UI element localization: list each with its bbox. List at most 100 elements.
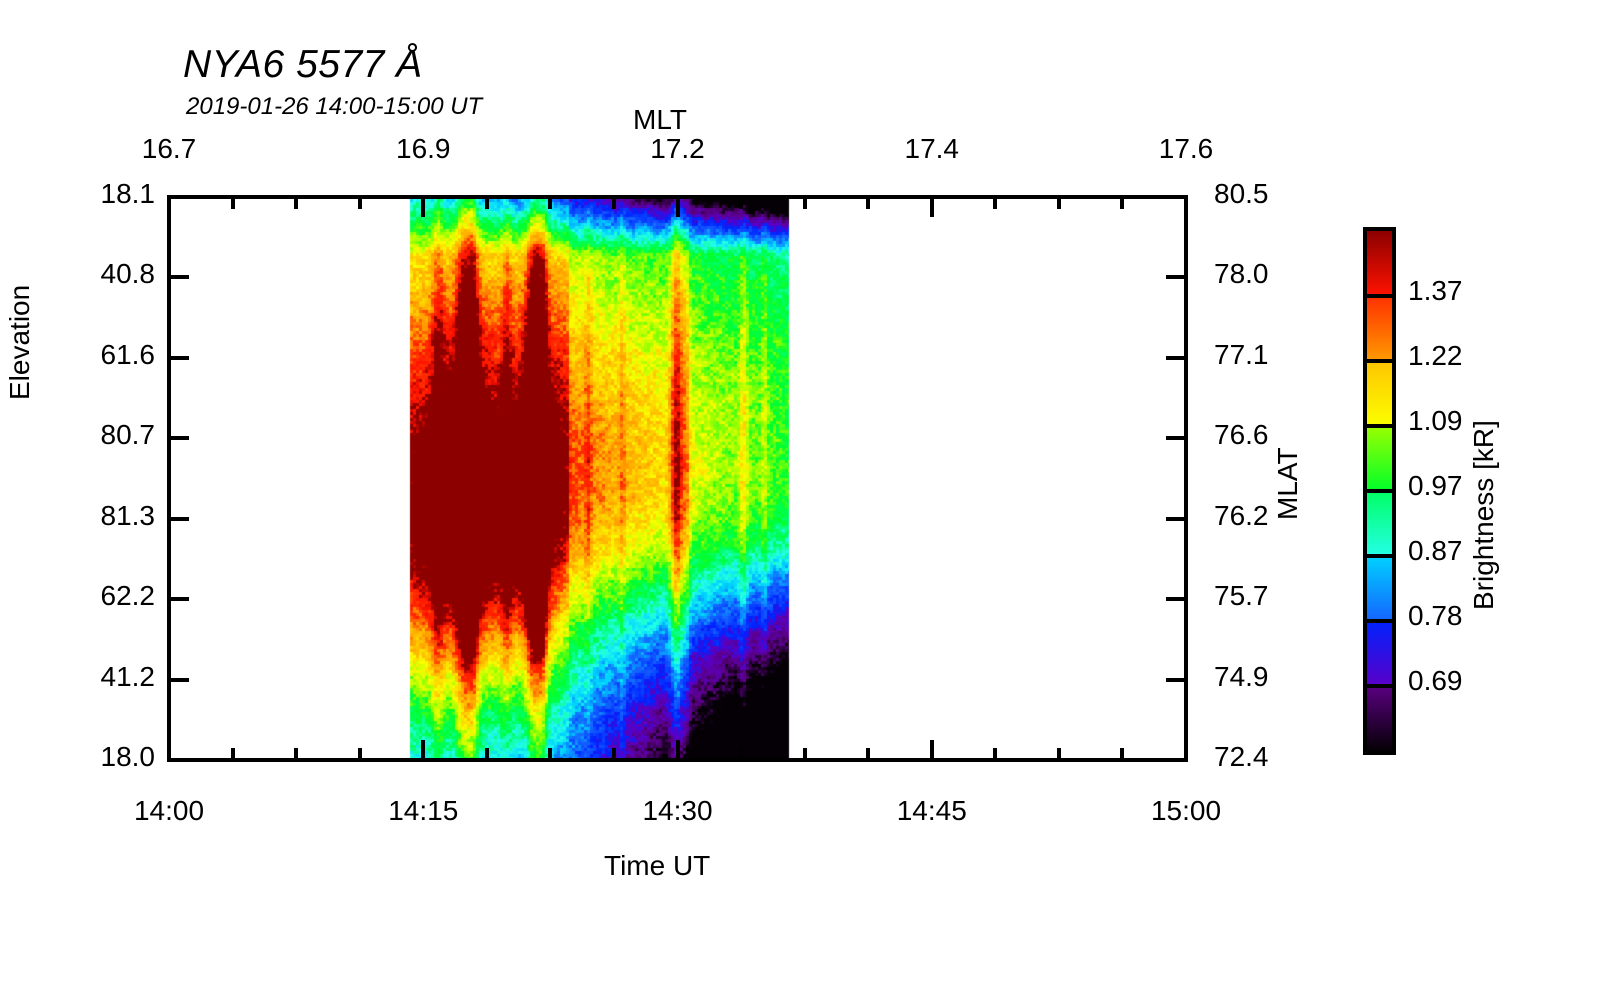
bottom-major-tick — [167, 740, 171, 758]
colorbar-divider — [1363, 424, 1396, 428]
right-major-tick — [1166, 516, 1184, 521]
colorbar-tick-label: 1.09 — [1408, 405, 1463, 436]
colorbar-segment — [1367, 426, 1392, 491]
colorbar-divider — [1363, 359, 1396, 363]
colorbar-divider — [1363, 554, 1396, 558]
colorbar-tick-label: 1.22 — [1408, 340, 1463, 371]
bottom-minor-tick — [739, 748, 744, 758]
colorbar-segment — [1367, 686, 1392, 751]
bottom-minor-tick — [993, 748, 998, 758]
top-minor-tick — [484, 199, 489, 209]
colorbar-tick-label: 0.78 — [1408, 600, 1463, 631]
bottom-tick-label: 14:15 — [388, 795, 459, 826]
colorbar-segment — [1367, 491, 1392, 556]
top-tick-label: 16.7 — [141, 133, 197, 164]
colorbar-tick-label: 0.87 — [1408, 535, 1463, 566]
top-tick-label: 17.2 — [650, 133, 705, 164]
bottom-tick-label: 15:00 — [1150, 795, 1222, 826]
right-tick-label: 80.5 — [1214, 178, 1269, 209]
page-title: NYA6 5577 Å — [183, 43, 423, 86]
bottom-minor-tick — [1120, 748, 1125, 758]
left-major-tick — [171, 436, 189, 441]
top-axis-title: MLT — [633, 104, 687, 135]
right-tick-label: 72.4 — [1214, 741, 1269, 772]
bottom-minor-tick — [294, 748, 299, 758]
bottom-minor-tick — [484, 748, 489, 758]
right-tick-label: 76.6 — [1214, 419, 1269, 451]
colorbar-divider — [1363, 489, 1396, 493]
right-major-tick — [1166, 597, 1184, 602]
bottom-tick-label: 14:30 — [642, 795, 713, 826]
colorbar-title: Brightness [kR] — [1468, 420, 1499, 610]
x-axis-title: Time UT — [604, 850, 711, 881]
bottom-minor-tick — [357, 748, 362, 758]
right-major-tick — [1166, 436, 1184, 441]
bottom-major-tick — [421, 740, 426, 758]
right-tick-label: 76.2 — [1214, 499, 1269, 531]
colorbar-tick-label: 0.69 — [1408, 665, 1463, 696]
top-minor-tick — [866, 199, 871, 209]
top-major-tick — [167, 199, 171, 217]
top-minor-tick — [1056, 199, 1061, 209]
right-major-tick — [1166, 758, 1184, 762]
colorbar-divider — [1363, 684, 1396, 688]
top-minor-tick — [294, 199, 299, 209]
top-minor-tick — [230, 199, 235, 209]
right-tick-label: 75.7 — [1214, 580, 1269, 612]
left-major-tick — [171, 516, 189, 521]
left-tick-label: 40.8 — [100, 258, 156, 290]
left-major-tick — [171, 677, 189, 682]
bottom-major-tick — [1184, 740, 1188, 758]
top-minor-tick — [548, 199, 553, 209]
bottom-tick-label: 14:45 — [896, 795, 967, 826]
left-tick-label: 80.7 — [100, 419, 156, 451]
left-major-tick — [171, 355, 189, 360]
top-tick-label: 17.4 — [904, 133, 960, 164]
top-major-tick — [1184, 199, 1188, 217]
left-tick-label: 62.2 — [100, 580, 156, 612]
left-major-tick — [171, 275, 189, 280]
right-tick-label: 74.9 — [1214, 660, 1269, 692]
bottom-tick-label: 14:00 — [133, 795, 205, 826]
colorbar-segment — [1367, 556, 1392, 621]
right-tick-label: 78.0 — [1214, 258, 1269, 290]
right-major-tick — [1166, 195, 1184, 199]
bottom-major-tick — [929, 740, 934, 758]
colorbar-divider — [1363, 619, 1396, 623]
left-major-tick — [171, 195, 189, 199]
top-minor-tick — [357, 199, 362, 209]
colorbar-segment — [1367, 231, 1392, 296]
top-major-tick — [929, 199, 934, 217]
left-tick-label: 41.2 — [100, 660, 156, 692]
colorbar-divider — [1363, 294, 1396, 298]
plot-area — [167, 195, 1188, 762]
top-tick-label: 17.6 — [1158, 133, 1214, 164]
colorbar-tick-label: 0.97 — [1408, 470, 1463, 501]
left-tick-label: 81.3 — [100, 499, 156, 531]
left-tick-label: 18.0 — [100, 741, 156, 772]
bottom-minor-tick — [866, 748, 871, 758]
top-minor-tick — [611, 199, 616, 209]
colorbar-tick-label: 1.37 — [1408, 275, 1463, 306]
top-major-tick — [675, 199, 680, 217]
right-tick-label: 77.1 — [1214, 338, 1269, 370]
left-major-tick — [171, 597, 189, 602]
top-major-tick — [421, 199, 426, 217]
top-minor-tick — [739, 199, 744, 209]
top-minor-tick — [993, 199, 998, 209]
right-major-tick — [1166, 355, 1184, 360]
bottom-minor-tick — [802, 748, 807, 758]
colorbar-segment — [1367, 361, 1392, 426]
page-subtitle: 2019-01-26 14:00-15:00 UT — [186, 93, 483, 120]
top-tick-label: 16.9 — [396, 133, 451, 164]
left-tick-label: 61.6 — [100, 338, 156, 370]
bottom-minor-tick — [1056, 748, 1061, 758]
bottom-minor-tick — [548, 748, 553, 758]
colorbar-segment — [1367, 621, 1392, 686]
right-major-tick — [1166, 677, 1184, 682]
bottom-major-tick — [675, 740, 680, 758]
bottom-minor-tick — [230, 748, 235, 758]
colorbar-segment — [1367, 296, 1392, 361]
bottom-minor-tick — [611, 748, 616, 758]
left-tick-label: 18.1 — [100, 178, 156, 209]
